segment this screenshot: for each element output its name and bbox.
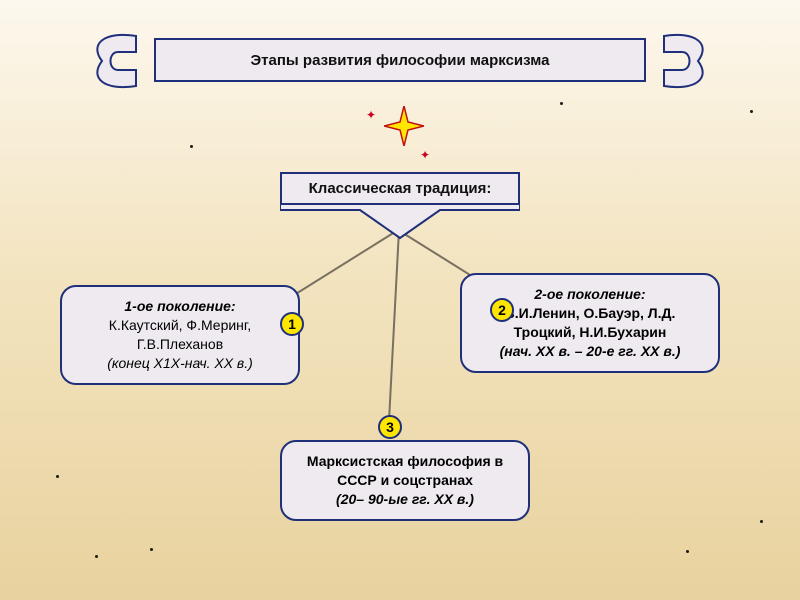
down-arrow-icon — [280, 204, 520, 240]
node-period: (20– 90-ые гг. ХХ в.) — [296, 490, 514, 509]
title-banner: Этапы развития философии марксизма — [120, 24, 680, 100]
node-title: Марксистская философия в СССР и соцстран… — [296, 452, 514, 490]
subtitle-text: Классическая традиция: — [280, 172, 520, 205]
spark-icon: ✦ — [366, 108, 376, 122]
dot — [750, 110, 753, 113]
node-gen1: 1-ое поколение: К.Каутский, Ф.Меринг, Г.… — [60, 285, 300, 385]
star-icon — [384, 106, 424, 151]
scroll-left-icon — [84, 26, 154, 96]
node-ussr: Марксистская философия в СССР и соцстран… — [280, 440, 530, 521]
dot — [95, 555, 98, 558]
dot — [560, 102, 563, 105]
node-title: 1-ое поколение: — [76, 297, 284, 316]
dot — [760, 520, 763, 523]
dot — [686, 550, 689, 553]
node-number-3: 3 — [378, 415, 402, 439]
title-text: Этапы развития философии марксизма — [154, 38, 646, 82]
node-number-2: 2 — [490, 298, 514, 322]
dot — [150, 548, 153, 551]
node-number-1: 1 — [280, 312, 304, 336]
node-body: К.Каутский, Ф.Меринг, Г.В.Плеханов — [76, 316, 284, 354]
node-period: (конец Х1Х-нач. ХХ в.) — [76, 354, 284, 373]
node-gen2: 2-ое поколение: В.И.Ленин, О.Бауэр, Л.Д.… — [460, 273, 720, 373]
scroll-right-icon — [646, 26, 716, 96]
dot — [190, 145, 193, 148]
subtitle-block: Классическая традиция: — [280, 172, 520, 205]
spark-icon: ✦ — [420, 148, 430, 162]
dot — [56, 475, 59, 478]
node-period: (нач. ХХ в. – 20-е гг. ХХ в.) — [476, 342, 704, 361]
